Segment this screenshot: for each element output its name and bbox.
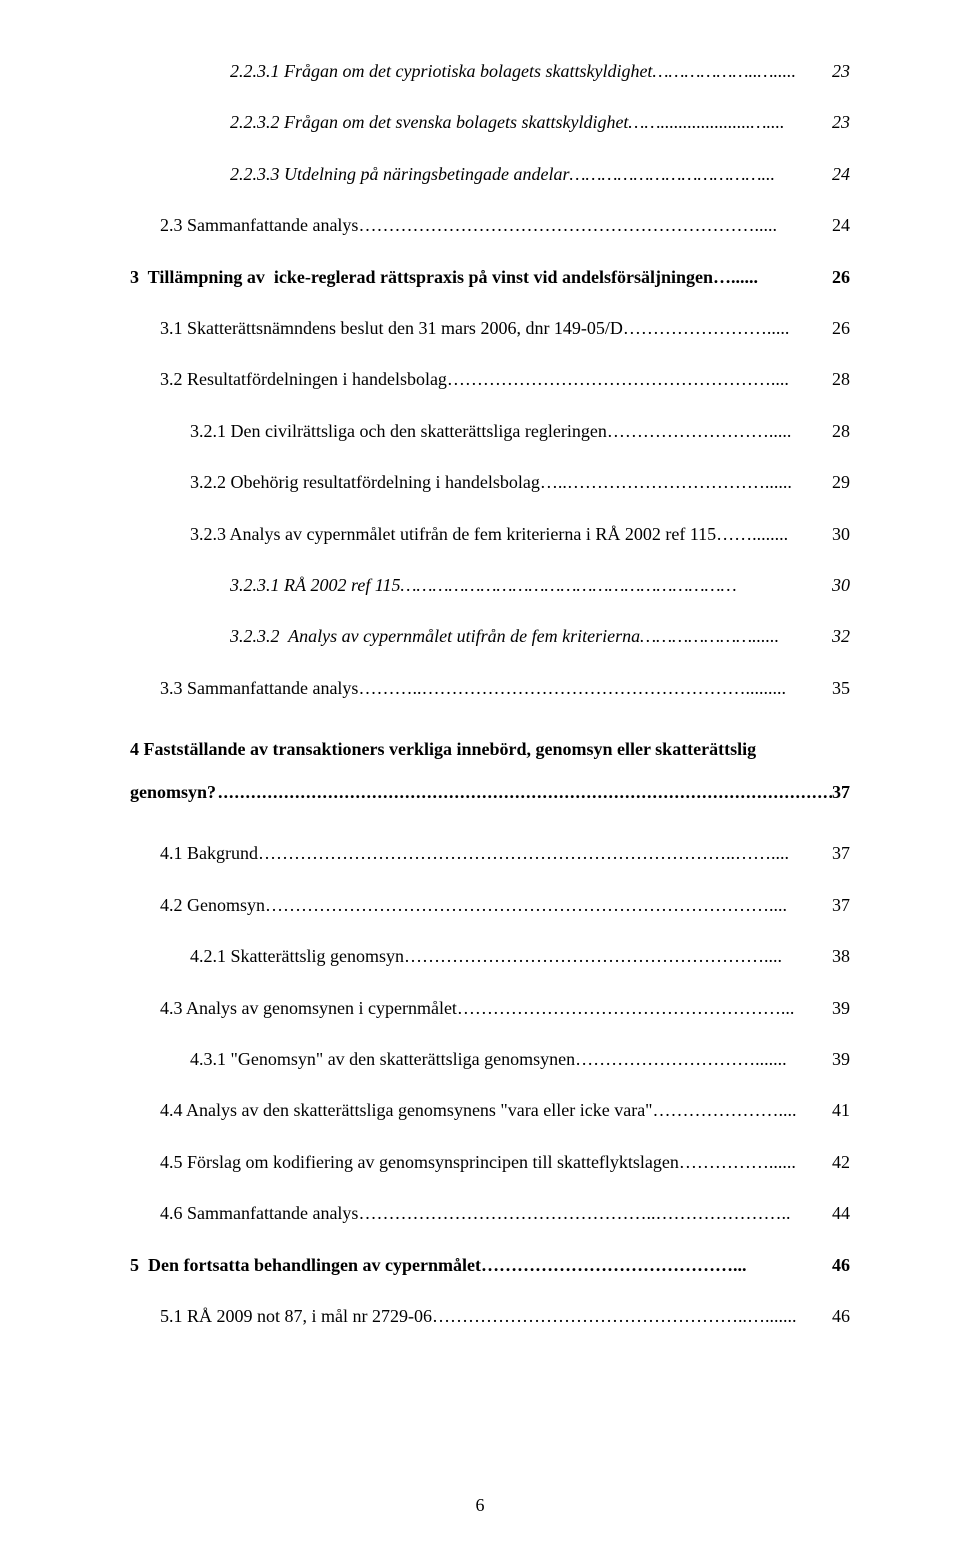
toc-entry: 3.2.3.2 Analys av cypernmålet utifrån de… (130, 625, 850, 648)
toc-entry-page: 46 (832, 1305, 850, 1328)
toc-entry-label: 2.2.3.1 Frågan om det cypriotiska bolage… (230, 60, 796, 83)
toc-leader-dashes: ........................................… (216, 771, 832, 814)
toc-entry-label: 4.1 Bakgrund……………………………………………………………………..… (160, 842, 789, 865)
toc-entry-label: 3.2.1 Den civilrättsliga och den skatter… (190, 420, 791, 443)
toc-entry-label: 3.2 Resultatfördelningen i handelsbolag…… (160, 368, 789, 391)
toc-entry-label: 2.2.3.2 Frågan om det svenska bolagets s… (230, 111, 784, 134)
toc-entry: 4.5 Förslag om kodifiering av genomsynsp… (130, 1151, 850, 1174)
toc-entry: 3.1 Skatterättsnämndens beslut den 31 ma… (130, 317, 850, 340)
toc-entry-page: 26 (832, 317, 850, 340)
toc-heading-line2-page: 37 (832, 771, 850, 814)
toc-section-2: 4.1 Bakgrund……………………………………………………………………..… (130, 842, 850, 1328)
toc-entry: 3 Tillämpning av icke-reglerad rättsprax… (130, 266, 850, 289)
toc-entry: 3.2.1 Den civilrättsliga och den skatter… (130, 420, 850, 443)
toc-entry-label: 4.5 Förslag om kodifiering av genomsynsp… (160, 1151, 796, 1174)
toc-entry-page: 24 (832, 163, 850, 186)
toc-entry: 5 Den fortsatta behandlingen av cypernmå… (130, 1254, 850, 1277)
toc-entry-page: 29 (832, 471, 850, 494)
toc-entry: 5.1 RÅ 2009 not 87, i mål nr 2729-06…………… (130, 1305, 850, 1328)
toc-entry-label: 3.2.3.2 Analys av cypernmålet utifrån de… (230, 625, 779, 648)
toc-entry-page: 44 (832, 1202, 850, 1225)
toc-entry: 2.2.3.1 Frågan om det cypriotiska bolage… (130, 60, 850, 83)
toc-entry-page: 23 (832, 111, 850, 134)
toc-entry-page: 24 (832, 214, 850, 237)
toc-entry-page: 23 (832, 60, 850, 83)
toc-entry-page: 42 (832, 1151, 850, 1174)
toc-entry-label: 3.3 Sammanfattande analys………..…………………………… (160, 677, 786, 700)
toc-entry-page: 37 (832, 894, 850, 917)
toc-entry-page: 39 (832, 997, 850, 1020)
toc-entry-page: 35 (832, 677, 850, 700)
toc-entry-label: 4.4 Analys av den skatterättsliga genoms… (160, 1099, 797, 1122)
toc-entry: 4.2.1 Skatterättslig genomsyn……………………………… (130, 945, 850, 968)
toc-entry: 3.2 Resultatfördelningen i handelsbolag…… (130, 368, 850, 391)
toc-heading-line2-label: genomsyn? (130, 771, 216, 814)
toc-entry-label: 3.2.3 Analys av cypernmålet utifrån de f… (190, 523, 788, 546)
toc-entry: 4.3.1 "Genomsyn" av den skatterättsliga … (130, 1048, 850, 1071)
toc-entry-label: 4.2 Genomsyn…………………………………………………………………………… (160, 894, 787, 917)
toc-entry: 3.3 Sammanfattande analys………..…………………………… (130, 677, 850, 700)
toc-entry-page: 26 (832, 266, 850, 289)
toc-entry-label: 5 Den fortsatta behandlingen av cypernmå… (130, 1254, 746, 1277)
toc-entry-page: 30 (832, 574, 850, 597)
toc-section-4-heading: 4 Fastställande av transaktioners verkli… (130, 728, 850, 814)
toc-entry-label: 4.2.1 Skatterättslig genomsyn……………………………… (190, 945, 782, 968)
toc-entry-label: 4.3 Analys av genomsynen i cypernmålet……… (160, 997, 794, 1020)
toc-section-1: 2.2.3.1 Frågan om det cypriotiska bolage… (130, 60, 850, 700)
toc-entry-page: 41 (832, 1099, 850, 1122)
toc-entry-page: 38 (832, 945, 850, 968)
toc-entry-label: 2.2.3.3 Utdelning på näringsbetingade an… (230, 163, 775, 186)
toc-entry: 2.2.3.2 Frågan om det svenska bolagets s… (130, 111, 850, 134)
document-page: 2.2.3.1 Frågan om det cypriotiska bolage… (0, 0, 960, 1556)
toc-entry-page: 28 (832, 420, 850, 443)
toc-entry: 2.2.3.3 Utdelning på näringsbetingade an… (130, 163, 850, 186)
toc-entry-label: 2.3 Sammanfattande analys………………………………………… (160, 214, 777, 237)
toc-entry-page: 32 (832, 625, 850, 648)
toc-entry: 4.2 Genomsyn…………………………………………………………………………… (130, 894, 850, 917)
toc-entry-page: 30 (832, 523, 850, 546)
toc-entry-label: 3.2.3.1 RÅ 2002 ref 115……………………………………………… (230, 574, 737, 597)
page-number: 6 (0, 1495, 960, 1516)
toc-entry: 3.2.3.1 RÅ 2002 ref 115……………………………………………… (130, 574, 850, 597)
toc-entry: 4.3 Analys av genomsynen i cypernmålet……… (130, 997, 850, 1020)
toc-entry: 3.2.3 Analys av cypernmålet utifrån de f… (130, 523, 850, 546)
toc-entry-label: 4.6 Sammanfattande analys………………………………………… (160, 1202, 790, 1225)
toc-entry: 2.3 Sammanfattande analys………………………………………… (130, 214, 850, 237)
toc-entry: 4.4 Analys av den skatterättsliga genoms… (130, 1099, 850, 1122)
toc-entry-page: 28 (832, 368, 850, 391)
toc-entry: 4.1 Bakgrund……………………………………………………………………..… (130, 842, 850, 865)
toc-entry: 3.2.2 Obehörig resultatfördelning i hand… (130, 471, 850, 494)
toc-entry-page: 39 (832, 1048, 850, 1071)
toc-entry-label: 3 Tillämpning av icke-reglerad rättsprax… (130, 266, 758, 289)
toc-heading-line1: 4 Fastställande av transaktioners verkli… (130, 728, 850, 771)
toc-entry-label: 3.1 Skatterättsnämndens beslut den 31 ma… (160, 317, 789, 340)
toc-entry-page: 46 (832, 1254, 850, 1277)
toc-entry-label: 4.3.1 "Genomsyn" av den skatterättsliga … (190, 1048, 787, 1071)
toc-entry-label: 5.1 RÅ 2009 not 87, i mål nr 2729-06…………… (160, 1305, 797, 1328)
toc-entry-label: 3.2.2 Obehörig resultatfördelning i hand… (190, 471, 792, 494)
toc-entry-page: 37 (832, 842, 850, 865)
toc-entry: 4.6 Sammanfattande analys………………………………………… (130, 1202, 850, 1225)
